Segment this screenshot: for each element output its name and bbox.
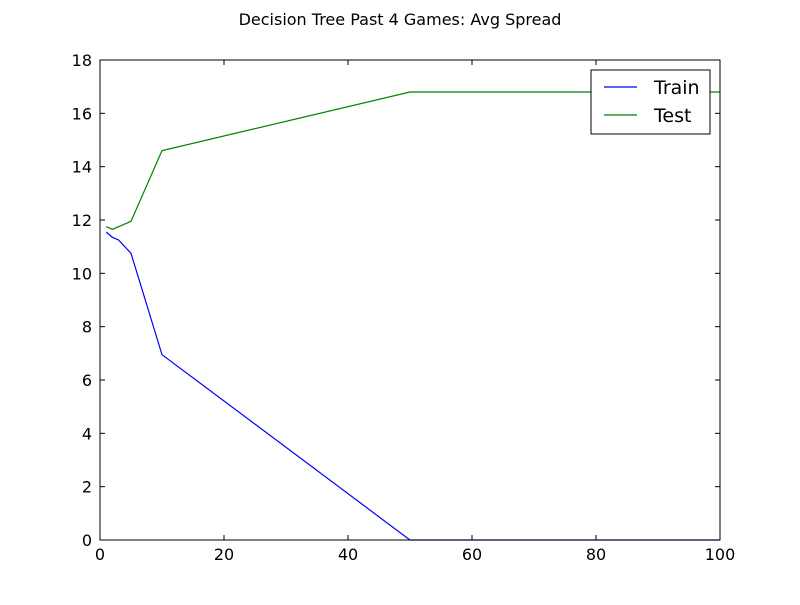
y-tick-label: 6 [82,371,92,390]
legend-label-train: Train [653,77,700,99]
y-tick-label: 12 [72,211,92,230]
x-tick-label: 100 [705,545,736,564]
y-tick-label: 2 [82,478,92,497]
axes: 0 20 40 60 80 100 0 2 4 6 8 10 12 14 16 18 [72,51,736,564]
y-tick-label: 14 [72,158,92,177]
y-tick-label: 4 [82,424,92,443]
legend-label-test: Test [653,105,691,127]
y-tick-label: 8 [82,318,92,337]
series-line-test [105,91,720,230]
x-tick-label: 60 [462,545,482,564]
series-line-train [105,231,720,541]
plot-frame [99,59,721,541]
legend: Train Test [590,69,711,135]
x-tick-label: 40 [338,545,358,564]
x-tick-label: 80 [586,545,606,564]
y-tick-label: 16 [72,104,92,123]
y-tick-label: 10 [72,264,92,283]
y-tick-label: 18 [72,51,92,70]
x-tick-label: 0 [95,545,105,564]
x-tick-label: 20 [214,545,234,564]
chart-title: Decision Tree Past 4 Games: Avg Spread [239,10,562,29]
y-tick-label: 0 [82,531,92,550]
plot-area [105,91,720,541]
legend-box [590,69,711,135]
